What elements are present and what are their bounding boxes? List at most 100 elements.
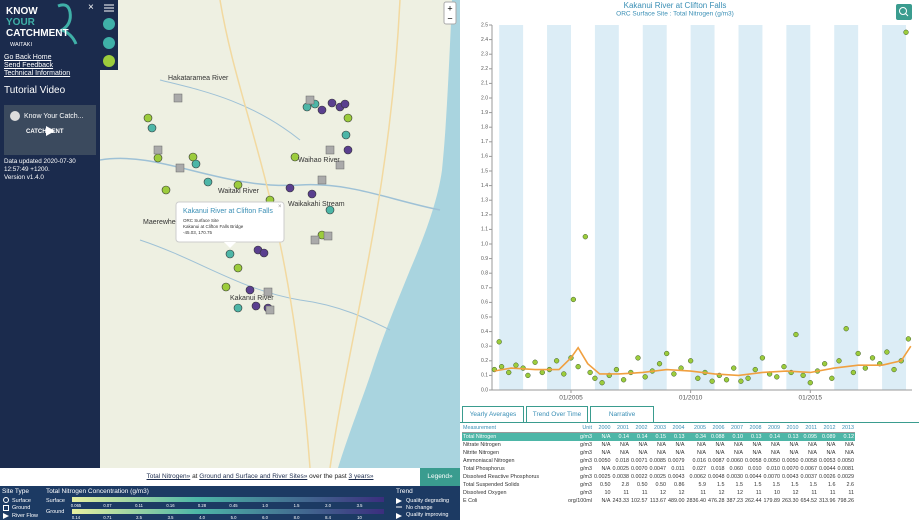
tool-icon[interactable]: [103, 55, 115, 67]
legend-button[interactable]: Legend»: [420, 468, 460, 486]
table-cell: g/m3: [580, 482, 592, 488]
legend-icon: [396, 513, 402, 519]
table-row: Nitrite Nitrogen g/m3 N/A N/A N/A N/A N/A N/A N/…: [462, 449, 855, 457]
link[interactable]: Technical Information: [4, 70, 71, 77]
period-select[interactable]: 3 years»: [348, 473, 374, 480]
menu-icon[interactable]: [104, 4, 114, 12]
sidebar: KNOW YOUR CATCHMENT WAITAKI × Go Back Ho…: [0, 0, 100, 486]
site-marker[interactable]: [233, 180, 243, 190]
site-marker: [325, 145, 335, 155]
tab[interactable]: Narrative: [590, 406, 654, 422]
scale-label: 0.45: [229, 503, 238, 508]
table-cell: 12: [792, 490, 799, 496]
video-thumbnail[interactable]: Know Your Catch... CATCHMENT: [4, 105, 96, 155]
table-cell: 2836.40: [686, 498, 706, 504]
site-marker[interactable]: [233, 303, 243, 313]
table-cell: 12: [736, 490, 743, 496]
tab[interactable]: Yearly Averages: [462, 406, 524, 422]
table-cell: 0.0038: [612, 474, 629, 480]
data-point: [613, 366, 620, 373]
table-cell: 0.0067: [800, 466, 817, 472]
table-cell: 11: [829, 490, 836, 496]
table-cell: 0.12: [836, 432, 855, 441]
site-marker[interactable]: [340, 99, 350, 109]
site-marker[interactable]: [147, 123, 157, 133]
tool-icon[interactable]: [103, 18, 115, 30]
sea: [338, 0, 460, 468]
table-cell: N/A: [844, 442, 854, 448]
header-cell: 2005: [685, 424, 707, 433]
table-cell: 0.13: [666, 432, 686, 441]
zoom-in[interactable]: +: [447, 3, 452, 13]
data-point: [635, 355, 641, 361]
year-band: [834, 25, 859, 390]
site-marker[interactable]: [285, 183, 295, 193]
search-button[interactable]: [896, 4, 912, 20]
site-marker[interactable]: [143, 113, 153, 123]
site-marker[interactable]: [233, 263, 243, 273]
data-point: [709, 378, 715, 384]
tool-icon[interactable]: [103, 37, 115, 49]
table-cell: N/A: [826, 442, 836, 448]
sites-select[interactable]: Ground and Surface and River Sites»: [199, 473, 308, 480]
table-cell: 11: [755, 490, 762, 496]
table-cell: N/A: [619, 450, 629, 456]
site-marker[interactable]: [203, 177, 213, 187]
header-cell: 2006: [706, 424, 726, 433]
site-marker[interactable]: [245, 285, 255, 295]
table-cell: N/A: [752, 442, 762, 448]
site-marker[interactable]: [251, 301, 261, 311]
scale-label: 2.5: [136, 515, 142, 520]
measure-select[interactable]: Total Nitrogen»: [146, 473, 191, 480]
place-label: Hakataramea River: [168, 75, 229, 82]
site-marker[interactable]: [317, 105, 327, 115]
map[interactable]: Hakataramea River Waitaki River Maerewhenu…: [100, 0, 460, 468]
x-tick-label: 01/2005: [559, 395, 583, 402]
site-marker[interactable]: [325, 205, 335, 215]
link[interactable]: Go Back Home: [4, 54, 52, 61]
site-marker: [323, 231, 333, 241]
data-point: [539, 369, 545, 376]
site-marker[interactable]: [343, 145, 353, 155]
table-cell: g/m3: [567, 432, 593, 441]
table-cell: 11: [848, 490, 854, 496]
site-marker[interactable]: [221, 282, 231, 292]
y-tick-label: 0.5: [481, 314, 488, 320]
site-marker[interactable]: [307, 189, 317, 199]
y-tick-label: 1.9: [481, 110, 488, 116]
table-cell: N/A: [592, 432, 612, 441]
popup-close[interactable]: ×: [278, 204, 282, 210]
link[interactable]: Send Feedback: [4, 62, 54, 69]
data-point: [738, 378, 744, 384]
table-cell: 0.0025: [593, 474, 611, 480]
scale-label: 3.5: [357, 503, 363, 508]
site-marker[interactable]: [153, 153, 163, 163]
zoom-out[interactable]: −: [447, 13, 452, 23]
table-cell: 0.018: [710, 466, 725, 472]
site-marker[interactable]: [327, 98, 337, 108]
site-marker[interactable]: [191, 159, 201, 169]
y-tick-label: 0.7: [481, 285, 488, 291]
chart: Kakanui River at Clifton Falls ORC Surfa…: [481, 1, 912, 402]
table-cell: 0.0022: [630, 474, 648, 480]
popup-line: ORC Surface Site: [183, 218, 219, 223]
site-marker[interactable]: [343, 113, 353, 123]
table-cell: 0.010: [766, 466, 780, 472]
header-cell: 2001: [611, 424, 630, 433]
scale-label: 2.0: [325, 503, 331, 508]
close-button[interactable]: ×: [88, 2, 94, 13]
road: [219, 0, 401, 468]
tab[interactable]: Trend Over Time: [526, 406, 588, 422]
y-tick-label: 1.3: [481, 198, 488, 204]
table-cell: g/m3: [580, 442, 592, 448]
table-cell: Ammoniacal Nitrogen: [463, 458, 515, 464]
site-marker[interactable]: [290, 152, 300, 162]
table-cell: 12: [718, 490, 725, 496]
site-marker[interactable]: [259, 248, 269, 258]
data-point: [525, 372, 531, 379]
site-marker[interactable]: [225, 249, 235, 259]
video-heading: Tutorial Video: [4, 85, 66, 96]
site-marker[interactable]: [341, 130, 351, 140]
site-marker[interactable]: [161, 185, 171, 195]
table-cell: Dissolved Reactive Phosphorus: [463, 474, 540, 480]
